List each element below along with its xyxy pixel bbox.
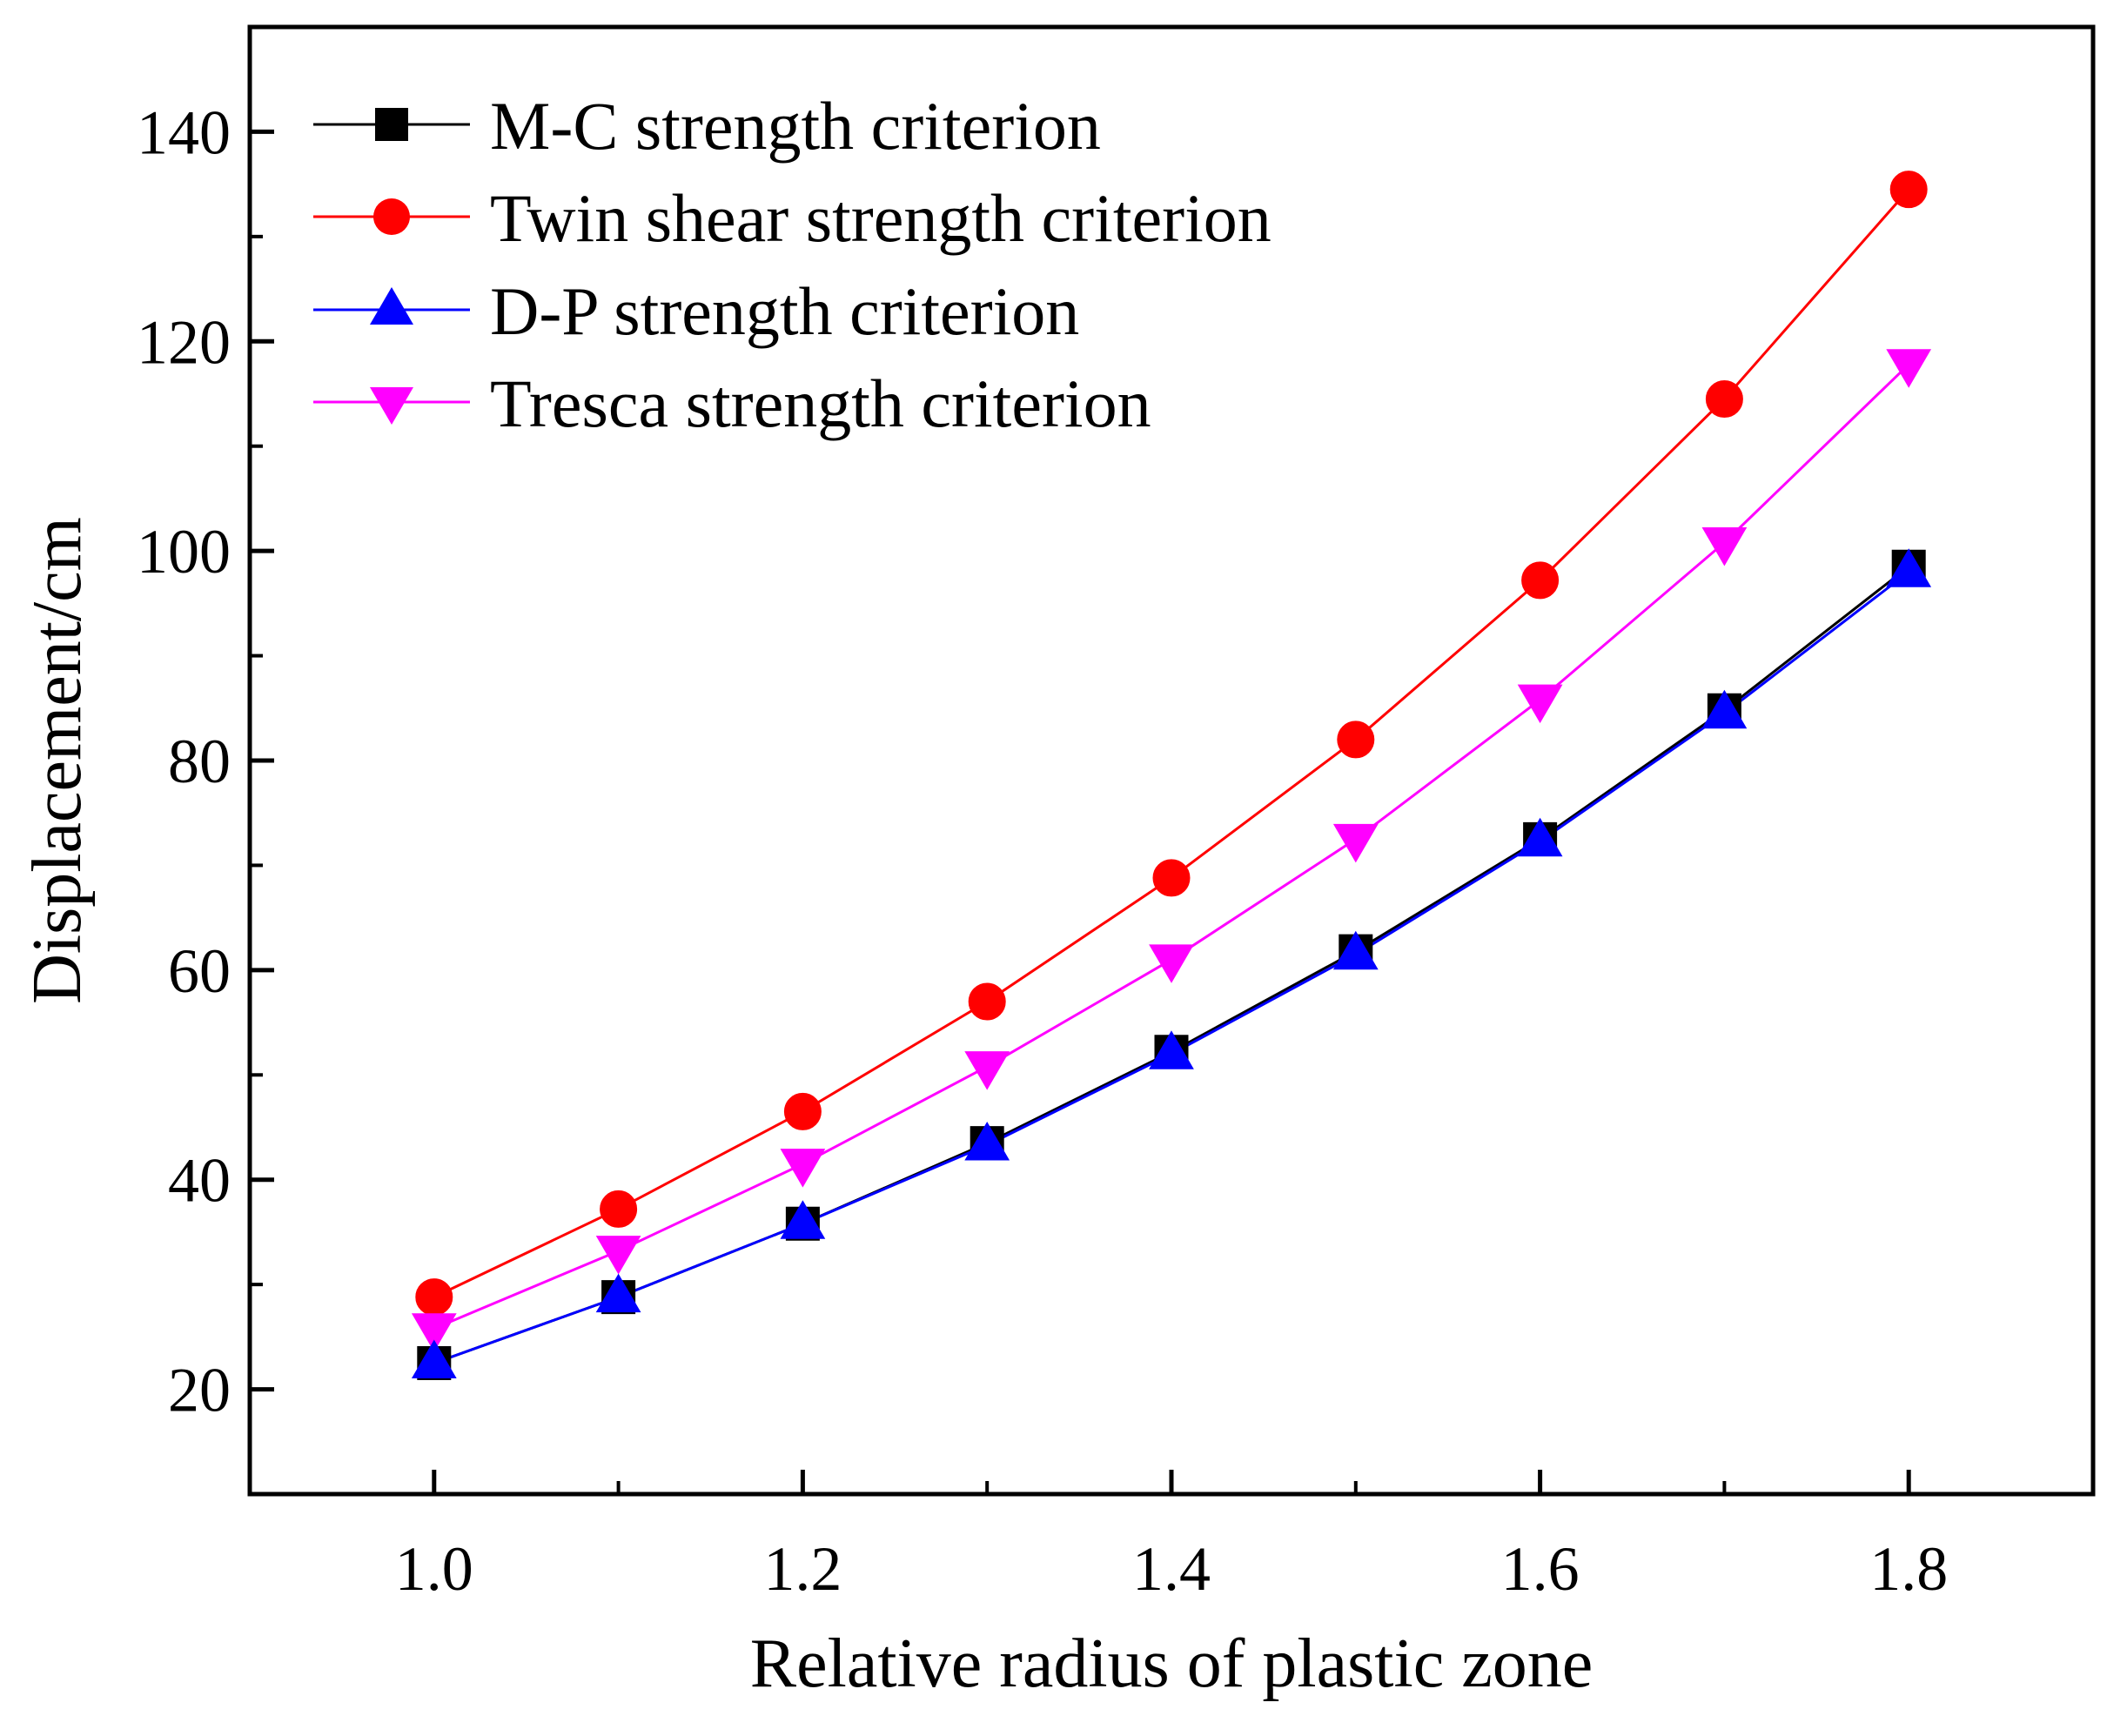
legend-label-dp: D-P strength criterion xyxy=(490,273,1079,349)
y-tick-label: 80 xyxy=(168,727,231,796)
data-point-triangle-up xyxy=(1701,689,1748,729)
data-point-circle xyxy=(415,1278,453,1317)
x-tick-label: 1.2 xyxy=(763,1534,842,1604)
legend: M-C strength criterion Twin shear streng… xyxy=(313,88,1272,441)
data-point-triangle-down xyxy=(595,1236,641,1275)
y-axis: 20 40 60 80 100 120 140 xyxy=(137,97,274,1425)
y-axis-title: Displacement/cm xyxy=(19,517,96,1004)
data-point-triangle-up xyxy=(1149,1030,1194,1069)
data-point-triangle-down xyxy=(964,1051,1010,1090)
data-point-circle xyxy=(600,1190,638,1228)
legend-item-dp: D-P strength criterion xyxy=(313,273,1079,349)
data-point-triangle-down xyxy=(1701,527,1748,566)
data-point-triangle-up xyxy=(595,1273,641,1313)
data-point-triangle-down xyxy=(780,1149,826,1188)
legend-item-twin-shear: Twin shear strength criterion xyxy=(313,180,1272,256)
data-point-triangle-up xyxy=(1332,930,1379,970)
data-point-circle xyxy=(1152,859,1191,897)
data-point-circle xyxy=(968,982,1006,1021)
x-axis: 1.0 1.2 1.4 1.6 1.8 xyxy=(395,1470,1948,1604)
x-tick-label: 1.0 xyxy=(395,1534,473,1604)
data-point-triangle-down xyxy=(411,1313,457,1352)
data-point-triangle-down xyxy=(1886,349,1932,388)
legend-item-tresca: Tresca strength criterion xyxy=(313,365,1151,441)
data-point-triangle-down xyxy=(1149,944,1194,983)
data-point-triangle-up xyxy=(780,1200,826,1239)
y-tick-label: 140 xyxy=(137,97,231,167)
data-point-circle xyxy=(1337,721,1375,759)
data-point-triangle-up xyxy=(411,1339,457,1378)
legend-label-tresca: Tresca strength criterion xyxy=(490,365,1151,441)
series-markers xyxy=(411,171,1932,1380)
y-tick-label: 40 xyxy=(168,1146,231,1216)
y-tick-label: 120 xyxy=(137,307,231,377)
x-tick-label: 1.6 xyxy=(1501,1534,1580,1604)
legend-marker-square xyxy=(375,108,408,141)
legend-marker-circle xyxy=(373,198,410,235)
x-axis-title: Relative radius of plastic zone xyxy=(750,1625,1594,1702)
data-point-triangle-down xyxy=(1517,684,1563,724)
data-point-circle xyxy=(1705,380,1743,419)
data-point-circle xyxy=(1889,171,1928,209)
data-point-triangle-up xyxy=(1517,817,1563,857)
legend-marker-triangle-up xyxy=(370,287,413,325)
legend-label-twin-shear: Twin shear strength criterion xyxy=(490,180,1272,256)
x-tick-label: 1.4 xyxy=(1132,1534,1211,1604)
y-tick-label: 20 xyxy=(168,1356,231,1425)
data-point-triangle-up xyxy=(1886,548,1932,587)
x-tick-label: 1.8 xyxy=(1869,1534,1948,1604)
y-tick-label: 60 xyxy=(168,936,231,1006)
legend-item-mc: M-C strength criterion xyxy=(313,88,1101,164)
data-point-circle xyxy=(783,1092,822,1130)
legend-label-mc: M-C strength criterion xyxy=(490,88,1101,164)
y-tick-label: 100 xyxy=(137,517,231,586)
data-point-triangle-down xyxy=(1332,823,1379,863)
data-point-circle xyxy=(1521,561,1560,600)
legend-marker-triangle-down xyxy=(370,387,413,425)
data-point-triangle-up xyxy=(964,1121,1010,1161)
